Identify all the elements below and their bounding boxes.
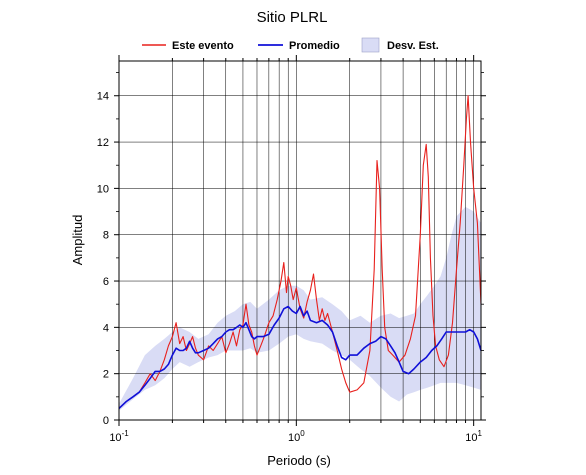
y-tick-label: 0 — [103, 415, 109, 427]
y-tick-label: 6 — [103, 276, 109, 288]
y-tick-label: 14 — [97, 91, 109, 103]
series-line-este-evento — [118, 95, 482, 409]
x-tick-label: 100 — [288, 429, 305, 444]
y-tick-label: 10 — [97, 183, 109, 195]
y-tick-label: 4 — [103, 322, 109, 334]
x-axis-label: Periodo (s) — [267, 453, 331, 468]
y-tick-label: 12 — [97, 137, 109, 149]
y-axis-ticks: 0 2 4 6 8 10 12 14 — [97, 72, 486, 427]
x-axis-ticks: 10-1 100 101 — [109, 55, 483, 444]
y-tick-label: 2 — [103, 369, 109, 381]
plot-area — [118, 60, 482, 421]
legend-label-este-evento: Este evento — [172, 40, 234, 52]
x-tick-label: 10-1 — [109, 429, 129, 444]
y-axis-label: Amplitud — [70, 215, 85, 266]
plot-frame — [118, 60, 482, 421]
x-tick-label: 101 — [465, 429, 482, 444]
y-tick-label: 8 — [103, 230, 109, 242]
legend-label-desv-est: Desv. Est. — [387, 40, 439, 52]
chart-title: Sitio PLRL — [257, 9, 328, 26]
chart-legend: Este evento Promedio Desv. Est. — [142, 37, 439, 53]
legend-swatch-desv-est — [361, 37, 380, 53]
series-layer — [118, 95, 482, 409]
series-line-promedio — [118, 305, 482, 409]
legend-label-promedio: Promedio — [289, 40, 340, 52]
